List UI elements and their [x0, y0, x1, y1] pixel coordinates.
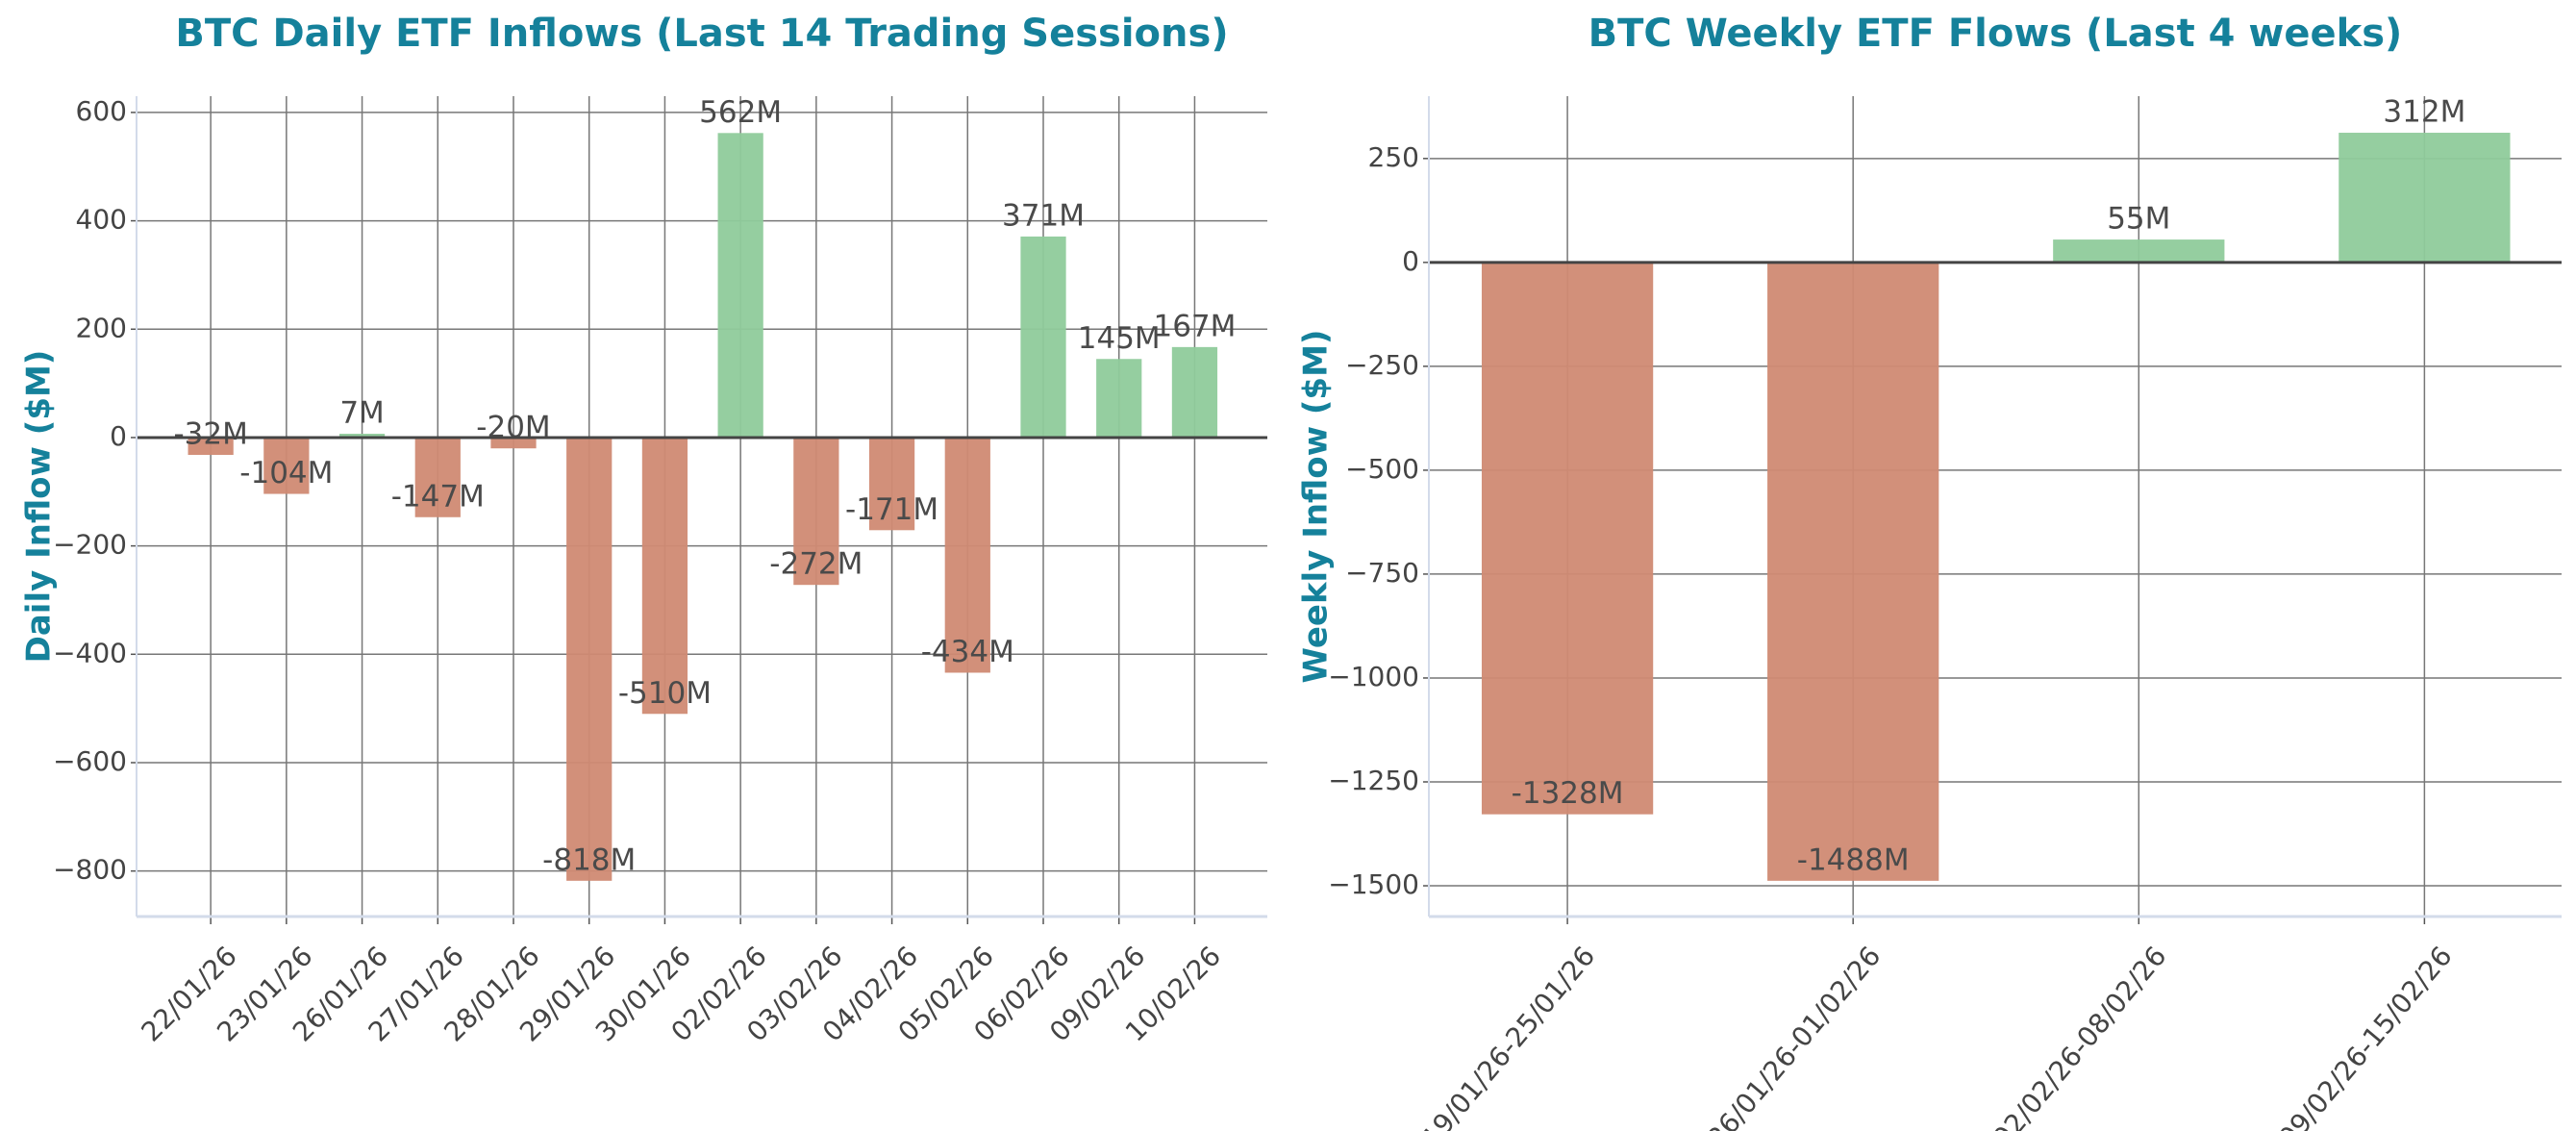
x-tick-label: 09/02/26-15/02/26	[2272, 941, 2458, 1131]
daily-inflows-chart: BTC Daily ETF Inflows (Last 14 Trading S…	[20, 12, 1267, 1048]
y-tick-label: −200	[53, 529, 127, 561]
bar	[641, 437, 688, 715]
data-label: 145M	[1078, 321, 1161, 356]
bar	[566, 437, 613, 881]
bar	[1767, 262, 1939, 881]
bar	[868, 437, 915, 531]
data-label: -510M	[618, 676, 712, 711]
bar	[338, 434, 386, 438]
y-tick-label: −600	[53, 745, 127, 777]
data-label: 167M	[1153, 309, 1236, 343]
bar	[717, 133, 763, 438]
chart-title: BTC Weekly ETF Flows (Last 4 weeks)	[1588, 12, 2403, 56]
y-tick-label: 250	[1368, 141, 1419, 173]
bar	[2053, 239, 2225, 263]
y-tick-label: 200	[76, 312, 127, 343]
data-label: -104M	[239, 456, 333, 490]
data-label: -434M	[921, 635, 1014, 669]
y-tick-label: −1000	[1328, 661, 1419, 692]
y-tick-label: −750	[1345, 557, 1419, 589]
bar	[188, 437, 234, 455]
bar	[1171, 346, 1218, 438]
y-tick-label: 400	[76, 204, 127, 236]
bar	[1481, 262, 1654, 815]
data-label: -272M	[769, 547, 863, 582]
x-tick-label: 26/01/26-01/02/26	[1701, 941, 1887, 1131]
y-tick-label: 600	[76, 95, 127, 127]
data-label: 312M	[2383, 95, 2465, 130]
x-tick-label: 19/01/26-25/01/26	[1415, 941, 1601, 1131]
data-label: 55M	[2107, 202, 2170, 237]
chart-title: BTC Daily ETF Inflows (Last 14 Trading S…	[175, 12, 1228, 56]
bar	[1020, 236, 1066, 438]
bar	[2338, 133, 2511, 263]
y-tick-label: −1500	[1328, 868, 1419, 900]
data-label: -1488M	[1797, 842, 1910, 877]
x-tick-label: 02/02/26-08/02/26	[1987, 941, 2172, 1131]
data-label: -32M	[173, 416, 247, 451]
bar	[1096, 359, 1142, 438]
y-tick-label: 0	[1402, 245, 1419, 277]
data-label: -147M	[391, 479, 485, 514]
data-label: 371M	[1002, 198, 1085, 233]
data-label: 7M	[339, 396, 384, 431]
bar	[793, 437, 839, 586]
bar	[944, 437, 990, 673]
y-tick-label: −800	[53, 854, 127, 886]
data-label: -20M	[476, 411, 550, 445]
y-tick-label: −250	[1345, 349, 1419, 381]
y-axis-label: Weekly Inflow ($M)	[1297, 330, 1336, 684]
y-tick-label: −500	[1345, 453, 1419, 485]
y-tick-label: −400	[53, 637, 127, 668]
y-tick-label: 0	[110, 420, 127, 452]
weekly-flows-chart: BTC Weekly ETF Flows (Last 4 weeks) Weekl…	[1297, 12, 2562, 1131]
bar	[414, 437, 461, 517]
data-label: 562M	[699, 95, 782, 130]
data-label: -1328M	[1512, 776, 1624, 811]
data-label: -171M	[845, 492, 938, 527]
bar	[490, 437, 537, 449]
data-label: -818M	[542, 842, 636, 877]
y-tick-label: −1250	[1328, 765, 1419, 796]
y-axis-label: Daily Inflow ($M)	[20, 350, 59, 664]
bar	[263, 437, 310, 494]
